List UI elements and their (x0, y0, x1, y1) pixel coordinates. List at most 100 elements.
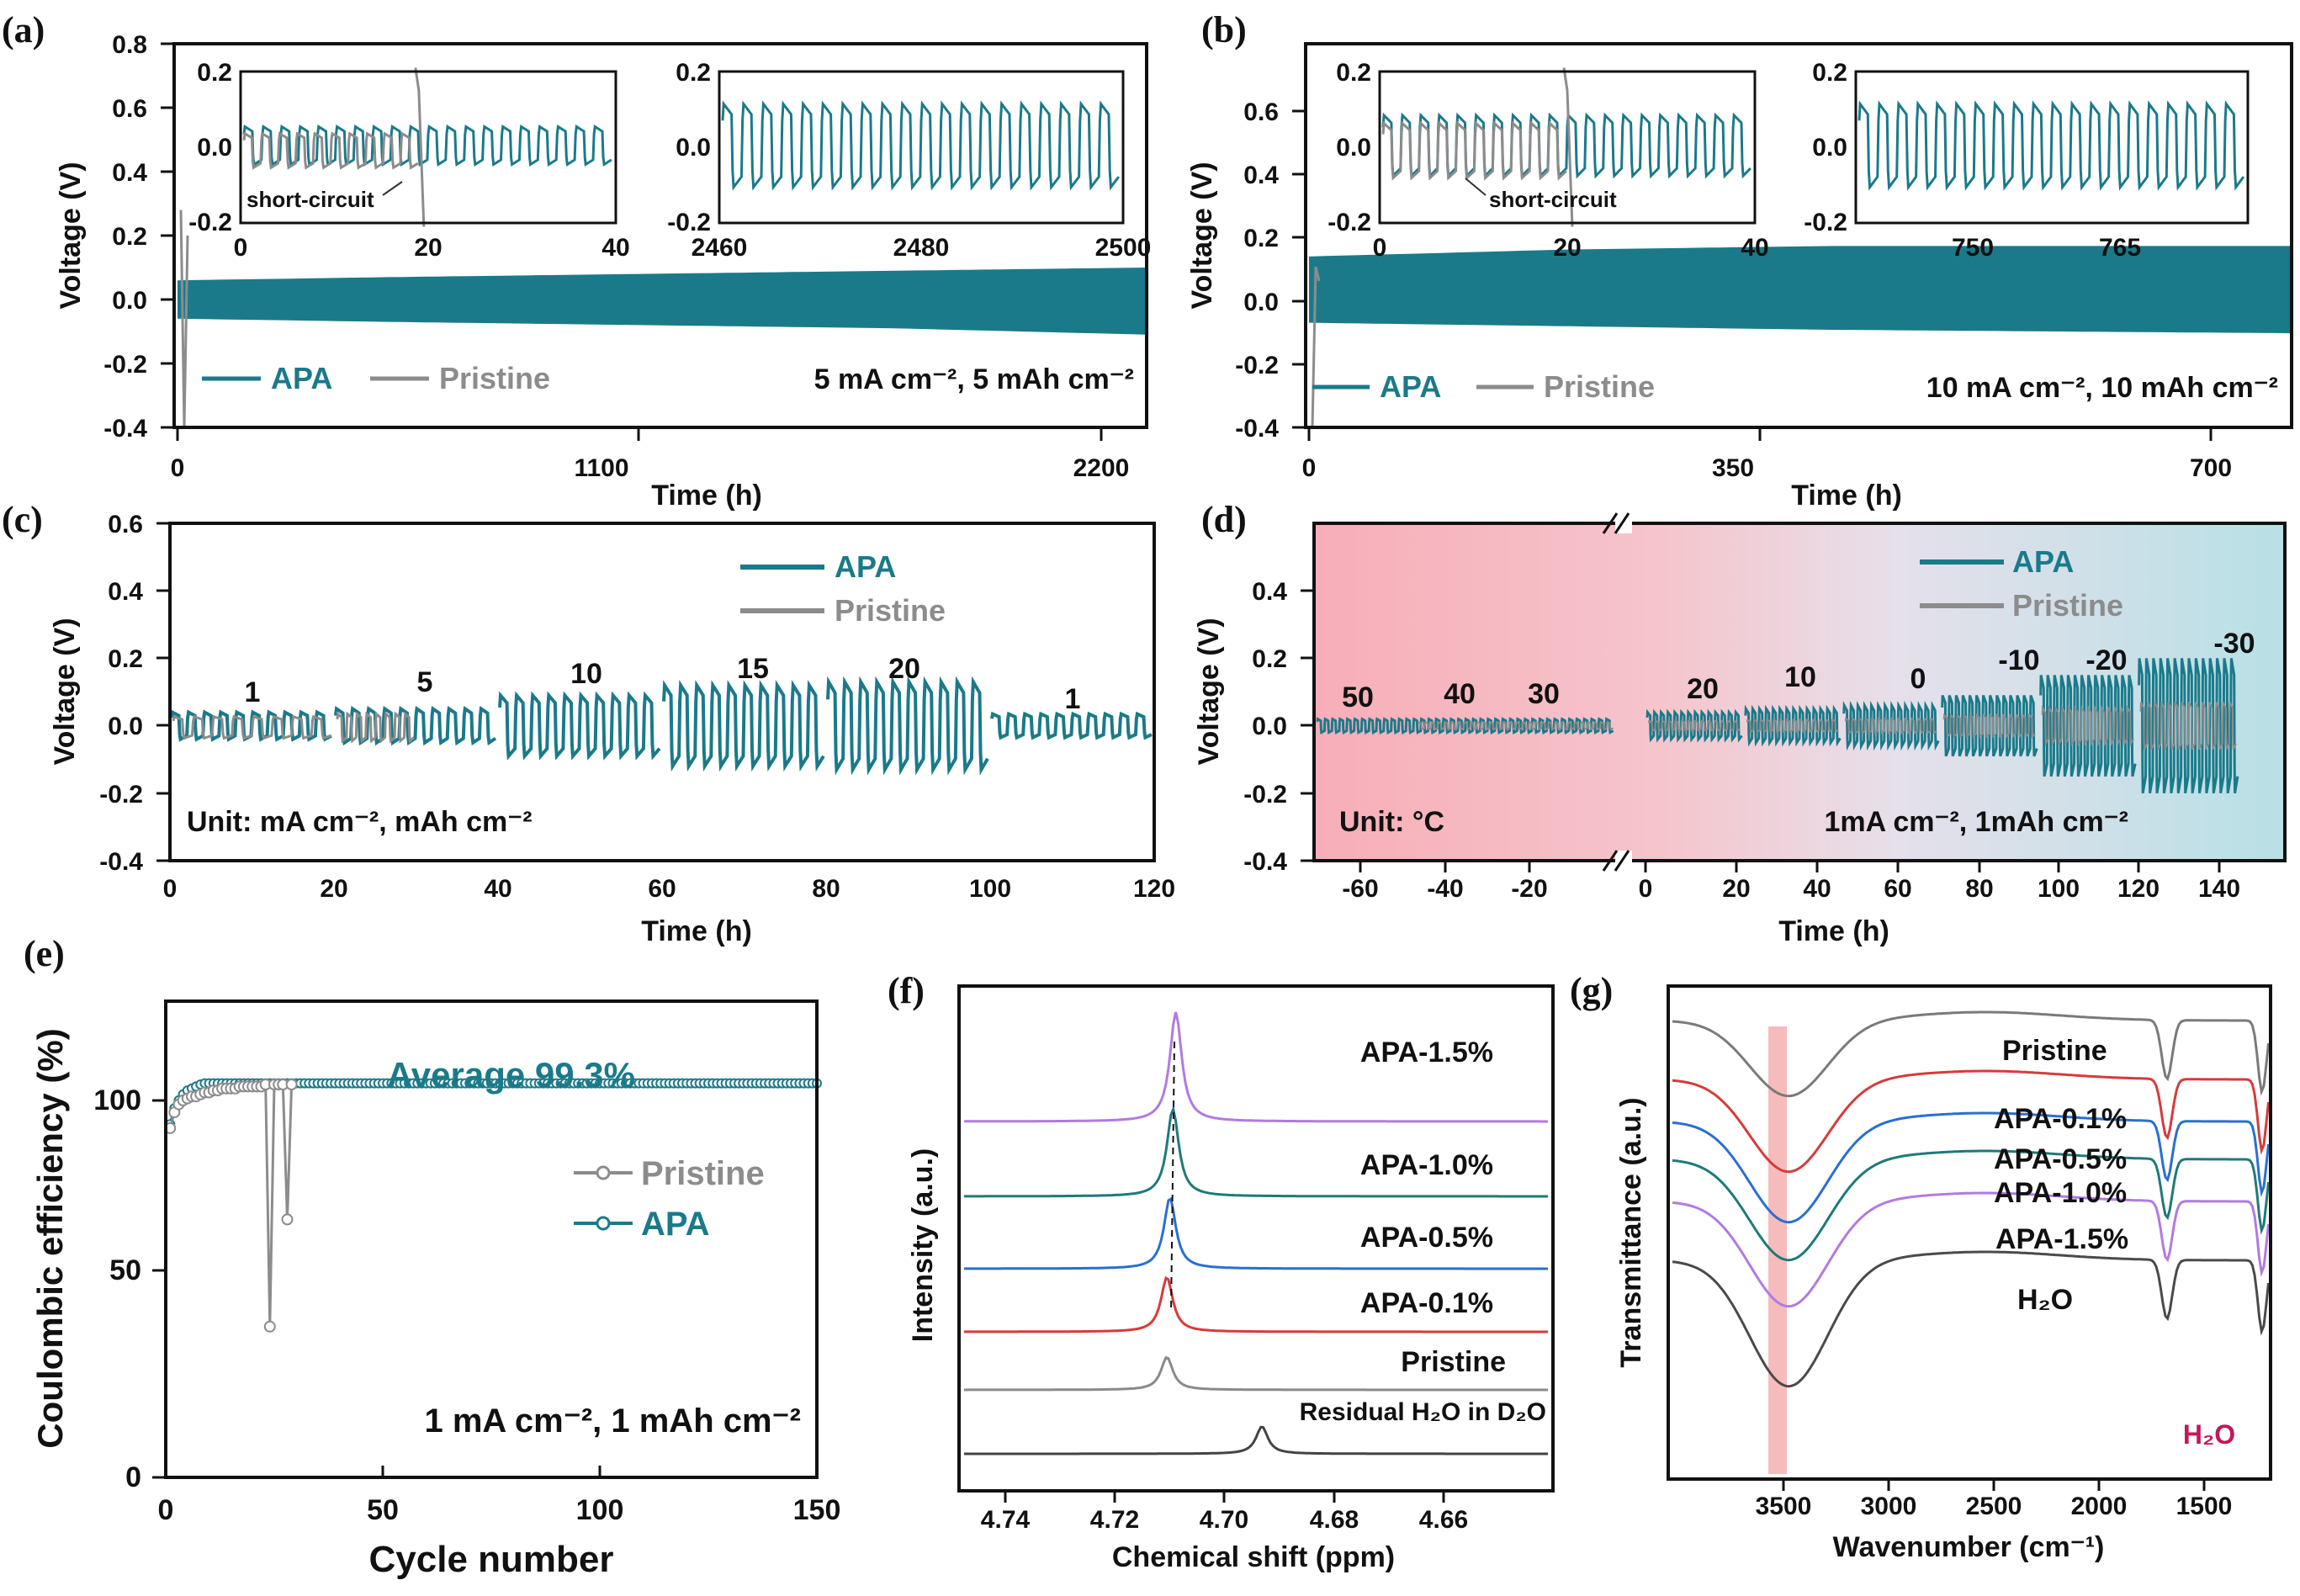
legend-pristine: Pristine (641, 1155, 765, 1192)
y-tick-label: -0.2 (99, 781, 143, 809)
pristine-rate-segment (172, 714, 332, 740)
panel-g-y-label: Transmittance (a.u.) (1615, 1097, 1647, 1367)
trace-label: APA-0.1% (1994, 1103, 2127, 1135)
panel-d-frame (1312, 522, 2287, 862)
panel-c: (c) 0.6 0.4 0.2 0.0 -0.2 -0.4 0 20 40 60… (2, 499, 1175, 947)
ftir-trace (1672, 1250, 2270, 1388)
inset-y-tick: 0.2 (1336, 59, 1371, 87)
pristine-temp-segment (2139, 702, 2237, 750)
ftir-trace (1672, 1069, 2270, 1174)
trace-label: Residual H₂O in D₂O (1300, 1398, 1546, 1426)
pristine-temp-segment (1746, 718, 1839, 734)
panel-a-inset-1 (242, 67, 612, 227)
panel-a-inset-2-frame (718, 70, 1125, 225)
ftir-trace (1672, 1111, 2270, 1224)
inset-y-tick: 0.0 (1336, 134, 1371, 162)
y-tick-label: 100 (93, 1084, 141, 1116)
x-tick-label: 40 (1803, 875, 1831, 903)
pristine-temp-segment (1942, 713, 2037, 739)
nmr-trace (964, 1425, 1548, 1455)
pristine-inset-trace (242, 131, 419, 170)
y-tick-label: 0.0 (1243, 289, 1279, 316)
y-tick-label: 0.6 (112, 95, 147, 123)
inset-x-tick: 750 (1952, 234, 1994, 262)
panel-d-condition: 1mA cm⁻², 1mAh cm⁻² (1825, 806, 2129, 838)
inset-x-tick: 2500 (1095, 234, 1152, 262)
panel-e-x-label: Cycle number (369, 1539, 614, 1580)
legend-pristine: Pristine (439, 361, 550, 395)
inset-y-tick: 0.2 (676, 59, 711, 87)
x-tick-label: 4.72 (1090, 1506, 1139, 1534)
panel-c-legend: APA Pristine (740, 549, 946, 628)
apa-inset-trace (1857, 100, 2245, 191)
pristine-voltage-trace (1311, 266, 1321, 428)
x-tick-label: 0 (171, 454, 185, 482)
x-tick-label: 40 (484, 875, 511, 903)
panel-b-inset-1 (1381, 67, 1751, 227)
y-tick-label: -0.2 (1235, 352, 1279, 379)
y-tick-label: 0.4 (112, 159, 147, 187)
panel-b-frame (1304, 42, 2293, 429)
x-tick-label: 60 (1884, 875, 1911, 903)
y-tick-label: 0.2 (1243, 225, 1279, 252)
rate-label: 15 (737, 653, 769, 685)
apa-rate-segment (662, 680, 825, 772)
x-tick-label: 0 (1639, 875, 1653, 903)
rate-label: 20 (888, 653, 920, 685)
x-tick-label: 3000 (1861, 1493, 1917, 1520)
x-tick-label: 1500 (2176, 1493, 2233, 1520)
apa-rate-segment (498, 691, 661, 761)
trace-label: APA-1.0% (1360, 1149, 1493, 1181)
temp-label: -30 (2213, 628, 2255, 660)
inset-x-tick: 2460 (692, 234, 748, 262)
trace-label: APA-1.5% (1360, 1037, 1493, 1068)
panel-a-condition: 5 mA cm⁻², 5 mAh cm⁻² (814, 363, 1134, 395)
x-tick-label: 2000 (2071, 1493, 2128, 1520)
h2o-band-highlight (1768, 1026, 1787, 1474)
panel-b-x-ticks: 0 350 700 (1302, 427, 2232, 482)
x-tick-label: -20 (1511, 875, 1547, 903)
temp-label: 10 (1784, 661, 1816, 693)
legend-apa: APA (1380, 369, 1441, 404)
rate-label: 1 (1065, 683, 1081, 715)
legend-apa: APA (271, 361, 332, 395)
temp-label: 50 (1342, 681, 1374, 713)
x-tick-label: 4.70 (1200, 1506, 1248, 1534)
inset-x-tick: 765 (2099, 234, 2141, 262)
x-tick-label: 120 (1133, 875, 1175, 903)
nmr-trace (964, 1105, 1548, 1198)
panel-b-x-label: Time (h) (1791, 480, 1902, 512)
legend-apa: APA (641, 1206, 709, 1243)
pristine-temp-segment (1648, 719, 1741, 732)
inset-y-tick: 0.0 (676, 134, 711, 162)
trace-label: APA-0.1% (1360, 1287, 1493, 1319)
panel-a-legend: APA Pristine (202, 361, 550, 395)
panel-c-frame (168, 522, 1156, 862)
y-tick-label: 0 (125, 1461, 141, 1493)
inset-y-tick: -0.2 (667, 209, 711, 236)
x-tick-label: 3500 (1756, 1493, 1812, 1520)
inset-x-tick: 20 (414, 234, 442, 262)
axis-break-marks (1602, 512, 1630, 872)
legend-apa: APA (2012, 544, 2074, 579)
inset-y-tick: 0.2 (1812, 59, 1847, 87)
short-circuit-annotation: short-circuit (246, 187, 374, 212)
nmr-trace (963, 1011, 1548, 1123)
panel-b: (b) 0.6 0.4 0.2 0.0 -0.2 -0.4 0 350 700 … (1186, 9, 2293, 512)
trace-label: H₂O (2017, 1284, 2073, 1316)
panel-d-unit: Unit: °C (1339, 806, 1444, 838)
panel-d-y-ticks: 0.4 0.2 0.0 -0.2 -0.4 (1243, 578, 1314, 876)
panel-g-x-ticks: 3500 3000 2500 2000 1500 (1756, 1479, 2233, 1520)
panel-a-y-label: Voltage (V) (55, 162, 87, 309)
panel-d-legend: APA Pristine (1920, 544, 2123, 623)
short-circuit-arrow (1465, 178, 1487, 196)
legend-pristine: Pristine (1544, 369, 1655, 404)
x-tick-label: 60 (648, 875, 676, 903)
y-tick-label: -0.4 (1243, 848, 1287, 876)
panel-b-inset-2 (1857, 100, 2245, 191)
short-circuit-arrow (382, 181, 403, 196)
y-tick-label: 0.4 (108, 578, 143, 606)
x-tick-label: 4.66 (1419, 1506, 1468, 1534)
panel-a-x-ticks: 0 1100 2200 (171, 427, 1129, 482)
